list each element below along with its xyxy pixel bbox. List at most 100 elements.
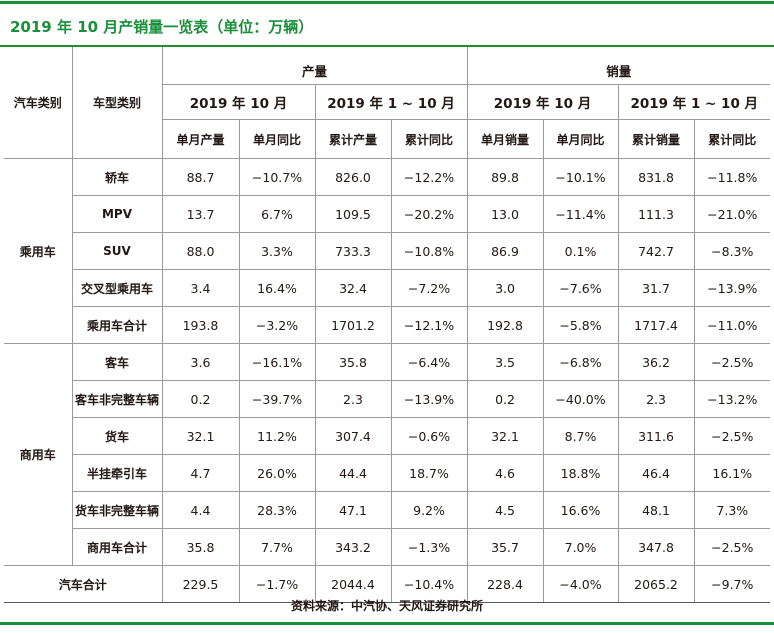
model-cell: 半挂牵引车 [72, 454, 163, 492]
col-ytd-sales-yoy: 累计同比 [693, 119, 771, 159]
value-cell: 36.2 [617, 343, 695, 381]
value-cell: −21.0% [693, 195, 771, 233]
model-cell: SUV [72, 232, 163, 270]
header-production: 产量 [161, 47, 468, 85]
value-cell: 16.1% [693, 454, 771, 492]
col-month-prod-yoy: 单月同比 [238, 119, 316, 159]
table-row: 商用车合计 35.8 7.7% 343.2 −1.3% 35.7 7.0% 347.8 −2.5… [4, 528, 771, 566]
col-ytd-prod: 累计产量 [314, 119, 392, 159]
value-cell: −13.9% [693, 269, 771, 307]
value-cell: 88.0 [161, 232, 240, 270]
value-cell: 742.7 [617, 232, 695, 270]
value-cell: 3.6 [161, 343, 240, 381]
value-cell: −3.2% [238, 306, 316, 344]
model-cell: 商用车合计 [72, 528, 163, 566]
total-row: 汽车合计 229.5 −1.7% 2044.4 −10.4% 228.4 −4.0% 2065… [4, 565, 771, 603]
value-cell: 3.5 [466, 343, 544, 381]
table-row: MPV 13.7 6.7% 109.5 −20.2% 13.0 −11.4% 111.3 −21… [4, 195, 771, 233]
model-cell: 货车非完整车辆 [72, 491, 163, 529]
table-row: SUV 88.0 3.3% 733.3 −10.8% 86.9 0.1% 742.7 −8.3% [4, 232, 771, 270]
table-row: 客车非完整车辆 0.2 −39.7% 2.3 −13.9% 0.2 −40.0% 2.3 −13… [4, 380, 771, 418]
value-cell: −6.8% [542, 343, 619, 381]
value-cell: 13.7 [161, 195, 240, 233]
value-cell: 7.3% [693, 491, 771, 529]
value-cell: 44.4 [314, 454, 392, 492]
value-cell: 109.5 [314, 195, 392, 233]
col-ytd-prod-yoy: 累计同比 [390, 119, 468, 159]
value-cell: −8.3% [693, 232, 771, 270]
model-cell: 乘用车合计 [72, 306, 163, 344]
col-month-prod: 单月产量 [162, 119, 240, 159]
value-cell: 7.0% [542, 528, 619, 566]
value-cell: −10.8% [390, 232, 468, 270]
car-category-cell: 乘用车 [4, 158, 73, 344]
table-row: 商用车 客车 3.6 −16.1% 35.8 −6.4% 3.5 −6.8% 36.2 −2.5% [4, 343, 771, 566]
value-cell: 28.3% [238, 491, 316, 529]
table-row: 货车 32.1 11.2% 307.4 −0.6% 32.1 8.7% 311.6 −2.5% [4, 417, 771, 455]
total-value-cell: −10.4% [390, 565, 468, 603]
value-cell: −11.8% [693, 158, 771, 196]
value-cell: 13.0 [466, 195, 544, 233]
production-sales-table: 汽车类别 车型类别 产量 销量 2019 年 10 月 2019 年 1 ~ 1… [4, 47, 771, 603]
value-cell: 1717.4 [617, 306, 695, 344]
table-row: 货车非完整车辆 4.4 28.3% 47.1 9.2% 4.5 16.6% 48.1 7.3% [4, 491, 771, 529]
value-cell: 18.8% [542, 454, 619, 492]
header-model-category: 车型类别 [71, 47, 163, 159]
header-prod-month: 2019 年 10 月 [162, 84, 316, 120]
value-cell: −2.5% [693, 343, 771, 381]
value-cell: 8.7% [542, 417, 619, 455]
value-cell: 35.8 [161, 528, 240, 566]
value-cell: 3.0 [466, 269, 544, 307]
bottom-green-rule [0, 622, 774, 625]
value-cell: −0.6% [390, 417, 468, 455]
value-cell: 0.2 [161, 380, 240, 418]
car-category-cell: 商用车 [4, 343, 73, 566]
value-cell: 4.7 [161, 454, 240, 492]
value-cell: −20.2% [390, 195, 468, 233]
value-cell: −10.1% [542, 158, 619, 196]
value-cell: 31.7 [617, 269, 695, 307]
model-cell: 交叉型乘用车 [72, 269, 163, 307]
total-value-cell: 2065.2 [617, 565, 695, 603]
value-cell: 4.6 [466, 454, 544, 492]
table-row: 交叉型乘用车 3.4 16.4% 32.4 −7.2% 3.0 −7.6% 31.7 −13.9… [4, 269, 771, 307]
total-value-cell: −9.7% [693, 565, 771, 603]
value-cell: 16.4% [238, 269, 316, 307]
total-label: 汽车合计 [4, 565, 163, 603]
value-cell: 311.6 [617, 417, 695, 455]
value-cell: 307.4 [314, 417, 392, 455]
model-cell: 客车 [71, 343, 163, 381]
total-value-cell: −4.0% [542, 565, 619, 603]
top-green-rule [0, 1, 774, 4]
value-cell: 111.3 [617, 195, 695, 233]
value-cell: 86.9 [466, 232, 544, 270]
value-cell: −1.3% [390, 528, 468, 566]
table-row: 半挂牵引车 4.7 26.0% 44.4 18.7% 4.6 18.8% 46.4 16.1% [4, 454, 771, 492]
value-cell: 1701.2 [314, 306, 392, 344]
value-cell: 48.1 [617, 491, 695, 529]
value-cell: −2.5% [693, 528, 771, 566]
model-cell: 货车 [72, 417, 163, 455]
value-cell: 192.8 [466, 306, 544, 344]
value-cell: −16.1% [238, 343, 316, 381]
value-cell: −39.7% [238, 380, 316, 418]
value-cell: 2.3 [314, 380, 392, 418]
value-cell: −12.2% [390, 158, 468, 196]
total-value-cell: 2044.4 [314, 565, 392, 603]
value-cell: 193.8 [161, 306, 240, 344]
value-cell: −5.8% [542, 306, 619, 344]
value-cell: 826.0 [314, 158, 392, 196]
value-cell: 3.4 [161, 269, 240, 307]
value-cell: 26.0% [238, 454, 316, 492]
value-cell: −13.2% [693, 380, 771, 418]
value-cell: −11.4% [542, 195, 619, 233]
table-row: 乘用车 轿车 88.7 −10.7% 826.0 −12.2% 89.8 −10.1% 831.… [4, 158, 771, 344]
value-cell: 46.4 [617, 454, 695, 492]
value-cell: 831.8 [617, 158, 695, 196]
col-month-sales-yoy: 单月同比 [542, 119, 619, 159]
source-note: 资料来源：中汽协、天风证券研究所 [290, 599, 483, 613]
value-cell: 7.7% [238, 528, 316, 566]
model-cell: 客车非完整车辆 [72, 380, 163, 418]
value-cell: −12.1% [390, 306, 468, 344]
value-cell: 35.8 [314, 343, 392, 381]
